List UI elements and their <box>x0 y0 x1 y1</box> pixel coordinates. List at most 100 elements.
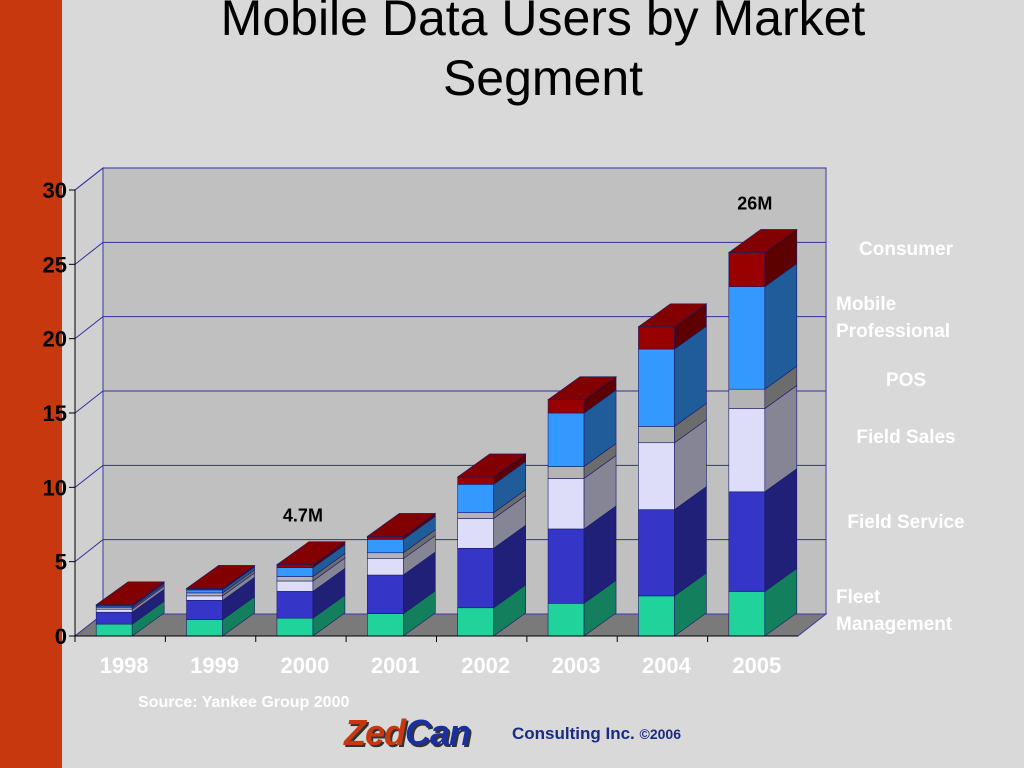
bar-front <box>457 484 494 513</box>
x-tick-label: 2003 <box>552 653 601 678</box>
bar-front <box>186 592 223 597</box>
bar-front <box>547 412 585 467</box>
y-tick-label: 25 <box>43 252 67 277</box>
logo-zed: Zed <box>344 712 406 753</box>
bar-segment <box>457 584 526 637</box>
legend-pos: POS <box>885 370 927 391</box>
bar-front <box>367 558 404 576</box>
source-note: Source: Yankee Group 2000 <box>138 694 350 711</box>
bar-segment <box>186 596 255 637</box>
bar-front <box>638 442 675 510</box>
bar-front <box>457 476 494 485</box>
bar-front <box>547 466 585 479</box>
bar-front <box>367 539 404 554</box>
bar-front <box>276 567 314 577</box>
bar-segment <box>457 460 526 514</box>
company-logo: ZedCan <box>344 712 471 754</box>
bar-front <box>276 617 314 637</box>
bar-front <box>728 491 766 592</box>
bar-front <box>276 576 314 582</box>
bar-front <box>367 574 404 615</box>
bar-front <box>638 509 675 597</box>
bar-annotation: 4.7M <box>283 506 323 526</box>
bar-front <box>728 388 766 409</box>
bar-segment <box>547 376 617 414</box>
gridline-side <box>74 390 104 414</box>
x-tick-label: 2005 <box>732 653 781 678</box>
bar-segment <box>728 384 798 493</box>
left-accent-bar <box>0 0 62 768</box>
bar-front <box>186 595 223 601</box>
bar-front <box>457 607 494 637</box>
legend-consumer: Consumer <box>859 239 953 260</box>
bar-front <box>367 536 404 540</box>
x-tick-label: 2002 <box>461 653 510 678</box>
bar-top <box>276 541 346 565</box>
gridline-side <box>74 316 104 340</box>
bar-segment <box>638 572 707 637</box>
bar-annotation: 26M <box>737 193 772 213</box>
slide-title: Mobile Data Users by Market Segment <box>220 0 866 106</box>
bar-segment <box>728 567 798 637</box>
bar-top <box>456 453 527 478</box>
bar-front <box>547 528 585 604</box>
chart-labels: 0 5 10 15 20 25 30 1998 1999 2000 4.7M 2001 2002 2003… <box>43 178 782 678</box>
bar-front <box>638 326 675 350</box>
chart-axes <box>69 189 798 642</box>
bar-front <box>728 252 766 287</box>
bar-front <box>728 591 766 637</box>
bar-segment <box>638 325 707 427</box>
bar-top <box>185 565 256 589</box>
gridline-side <box>74 167 104 191</box>
bar-front <box>547 602 585 637</box>
bar-segment <box>547 454 617 530</box>
bar-front <box>638 426 675 444</box>
bar-front <box>728 408 766 493</box>
bar-segment <box>276 594 346 637</box>
bar-front <box>728 286 766 390</box>
chart-bars <box>95 228 798 637</box>
y-tick-label: 30 <box>43 178 67 203</box>
bar-top <box>95 581 166 606</box>
gridline-side <box>74 241 104 265</box>
x-tick-label: 2000 <box>280 653 329 678</box>
bar-front <box>367 552 404 559</box>
bar-segment <box>367 515 436 554</box>
chart-background <box>73 166 828 638</box>
bar-segment <box>367 590 436 637</box>
bar-front <box>276 580 314 592</box>
legend-field-service: Field Service <box>847 512 965 533</box>
bar-segment <box>728 468 798 592</box>
gridline-side <box>74 464 104 488</box>
bar-front <box>276 564 314 568</box>
bar-front <box>547 399 585 414</box>
bar-top <box>547 376 617 400</box>
y-tick-label: 15 <box>43 401 67 426</box>
copyright-text: ©2006 <box>639 726 681 742</box>
x-tick-label: 1999 <box>190 653 239 678</box>
bar-segment <box>638 303 707 350</box>
bar-front <box>186 619 223 637</box>
bar-front <box>457 518 494 549</box>
y-tick-label: 0 <box>55 624 67 649</box>
bar-front <box>457 547 494 609</box>
y-tick-label: 5 <box>55 550 67 575</box>
bar-segment <box>728 228 798 288</box>
bar-segment <box>547 579 617 637</box>
company-text: Consulting Inc. <box>512 724 635 743</box>
bar-front <box>186 600 223 620</box>
bar-front <box>638 595 675 637</box>
bar-segment <box>367 551 436 615</box>
bar-top <box>366 513 437 537</box>
bar-front <box>95 608 133 613</box>
bar-segment <box>547 442 617 479</box>
x-tick-label: 1998 <box>100 653 149 678</box>
y-tick-label: 20 <box>43 327 67 352</box>
bar-top <box>727 229 798 253</box>
bar-segment <box>186 576 255 621</box>
bar-segment <box>638 486 707 597</box>
bar-segment <box>728 263 798 390</box>
bar-top <box>637 303 708 328</box>
logo-can: Can <box>405 712 471 753</box>
